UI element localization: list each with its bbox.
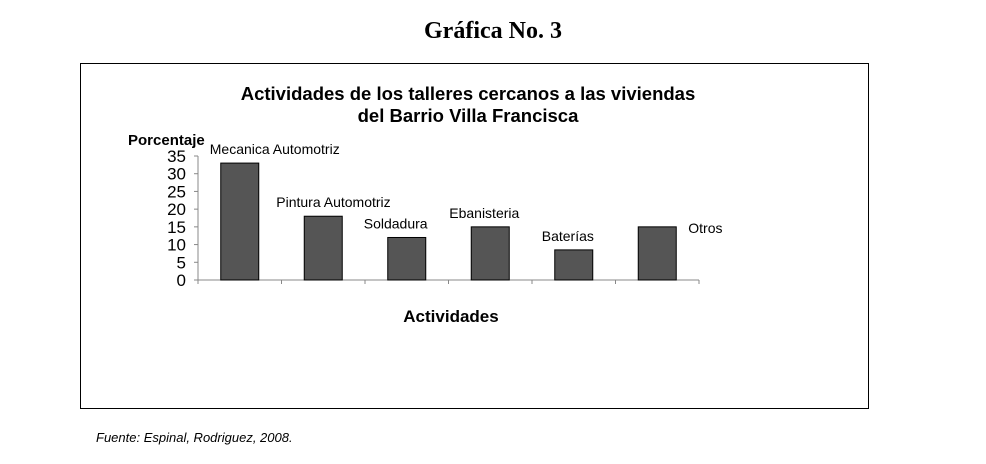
y-axis-label: Porcentaje — [128, 132, 205, 149]
y-tick-label: 20 — [167, 200, 186, 219]
chart-frame — [80, 63, 869, 409]
chart-title-line1: Actividades de los talleres cercanos a l… — [241, 83, 696, 104]
bar — [637, 226, 677, 281]
figure-heading: Gráfica No. 3 — [424, 18, 562, 44]
bar-labels: Mecanica Automotriz Pintura Automotriz Sol… — [210, 141, 723, 244]
y-tick-label: 30 — [167, 165, 186, 184]
bar-category-label: Soldadura — [364, 215, 428, 231]
bar — [303, 215, 343, 281]
bar — [554, 249, 594, 281]
chart-title-line2: del Barrio Villa Francisca — [358, 105, 579, 126]
bar-category-label: Otros — [688, 220, 722, 236]
bar — [220, 162, 260, 281]
y-tick-label: 0 — [177, 271, 186, 290]
y-tick-label: 10 — [167, 236, 186, 255]
y-tick-label: 5 — [177, 253, 186, 272]
bar — [387, 236, 427, 281]
bars — [220, 162, 677, 281]
bar — [470, 226, 510, 281]
x-axis-label: Actividades — [403, 307, 498, 326]
y-tick-label: 25 — [167, 182, 186, 201]
bar-category-label: Pintura Automotriz — [276, 194, 390, 210]
bar-category-label: Baterías — [542, 228, 594, 244]
bar-category-label: Ebanisteria — [449, 205, 519, 221]
source-note: Fuente: Espinal, Rodriguez, 2008. — [96, 430, 293, 445]
y-tick-label: 15 — [167, 218, 186, 237]
bar-category-label: Mecanica Automotriz — [210, 141, 340, 157]
y-tick-label: 35 — [167, 147, 186, 166]
